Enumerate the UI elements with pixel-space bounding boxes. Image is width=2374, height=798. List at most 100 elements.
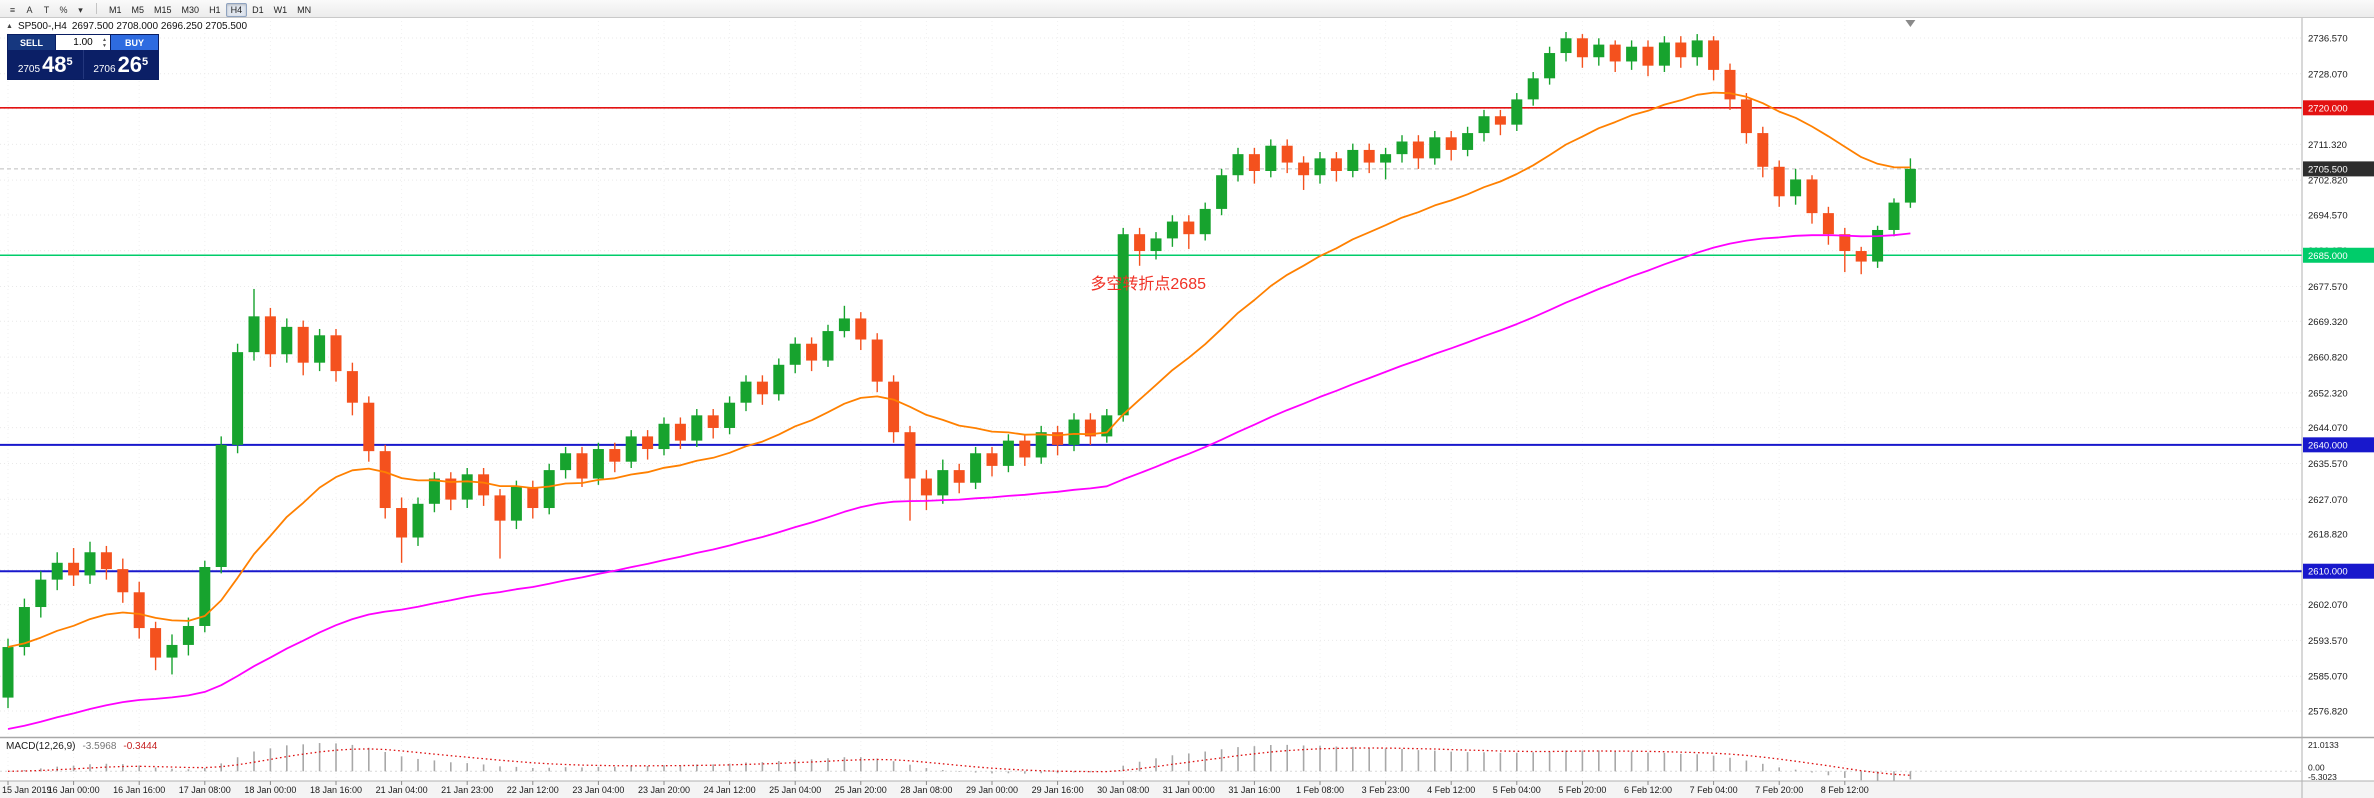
buy-price[interactable]: 2706 26 5 (84, 50, 159, 79)
price-axis-strip[interactable] (2302, 17, 2374, 781)
candle-bull (740, 381, 752, 403)
candles-layer (2, 31, 1916, 709)
candle-bear (117, 569, 129, 593)
candle-bear (609, 449, 621, 462)
price-axis[interactable]: 2736.5702728.0702719.8202711.3202702.820… (2303, 34, 2374, 718)
candle-bull (1626, 46, 1638, 62)
candle-bull (1396, 141, 1408, 155)
candle-bull (51, 562, 63, 580)
moving-average-line-21 (7, 91, 1911, 648)
timeframe-button-m1[interactable]: M1 (104, 3, 127, 17)
candle-bear (1740, 99, 1752, 134)
volume-field[interactable]: 1.00 ▲ ▼ (55, 35, 111, 50)
timeframe-buttons: M1 M5 M15 M30 H1 H4 D1 W1 MN (104, 0, 316, 18)
sell-button[interactable]: SELL (8, 35, 55, 50)
price-tick-label: 2694.570 (2308, 210, 2348, 221)
volume-spinner[interactable]: ▲ ▼ (100, 36, 109, 49)
macd-signal-value: -0.3444 (123, 741, 158, 752)
candle-bear (1330, 158, 1342, 171)
time-tick-label: 25 Jan 20:00 (835, 785, 887, 795)
candle-bull (1593, 44, 1605, 58)
price-tick-label: 2711.320 (2308, 140, 2347, 151)
buy-button[interactable]: BUY (111, 35, 158, 50)
sell-price[interactable]: 2705 48 5 (8, 50, 84, 79)
price-tick-label: 2736.570 (2308, 34, 2348, 45)
indicator-icon[interactable]: % (59, 4, 68, 15)
candle-bull (18, 607, 30, 648)
time-tick-label: 6 Feb 12:00 (1624, 785, 1672, 795)
timeframe-button-h1[interactable]: H1 (204, 3, 226, 17)
grid-layer (0, 17, 2302, 781)
candle-bear (1084, 419, 1096, 437)
candle-bull (822, 331, 834, 361)
macd-panel[interactable]: 21.0133 0.00-5.3023 (0, 740, 2339, 782)
candle-bull (970, 453, 982, 483)
candle-bull (592, 449, 604, 479)
time-tick-label: 25 Jan 04:00 (769, 785, 821, 795)
time-tick-label: 23 Jan 20:00 (638, 785, 690, 795)
text-tool-icon[interactable]: T (43, 4, 50, 15)
time-tick-label: 21 Jan 23:00 (441, 785, 493, 795)
candle-bear (1609, 44, 1621, 62)
collapse-panel-icon[interactable]: ▲ (6, 23, 13, 30)
candle-bull (937, 470, 949, 496)
candle-bear (707, 415, 719, 428)
candle-bear (363, 402, 375, 452)
current-price-tag-label: 2705.500 (2308, 164, 2348, 175)
one-click-trading-panel: SELL 1.00 ▲ ▼ BUY 2705 48 5 2706 26 5 (7, 34, 159, 80)
candle-bull (1888, 202, 1900, 230)
time-tick-label: 8 Feb 12:00 (1821, 785, 1869, 795)
timeframe-button-mn[interactable]: MN (292, 3, 316, 17)
level-price-tag-label: 2640.000 (2308, 440, 2348, 451)
candle-bull (1232, 154, 1244, 176)
time-tick-label: 18 Jan 00:00 (244, 785, 296, 795)
candle-bear (986, 453, 998, 466)
candle-bear (1298, 162, 1310, 176)
timeframe-button-m15[interactable]: M15 (149, 3, 177, 17)
candle-bear (133, 592, 145, 629)
price-tick-label: 2618.820 (2308, 530, 2348, 541)
level-lines-layer (0, 107, 2302, 573)
candle-bull (1790, 179, 1802, 197)
candle-bear (1675, 42, 1687, 58)
candle-bull (625, 436, 637, 462)
candle-bear (855, 318, 867, 340)
menu-icon[interactable]: ≡ (9, 4, 16, 15)
spinner-up-icon[interactable]: ▲ (102, 36, 107, 43)
candle-bear (642, 436, 654, 450)
spinner-down-icon[interactable]: ▼ (102, 42, 107, 49)
macd-main-value: -3.5968 (82, 741, 117, 752)
chart-shift-marker-icon[interactable] (1905, 20, 1916, 27)
time-tick-label: 5 Feb 04:00 (1493, 785, 1541, 795)
candle-bull (428, 478, 440, 504)
timeframe-button-m5[interactable]: M5 (127, 3, 150, 17)
buy-price-pips: 26 (117, 52, 143, 77)
price-tick-label: 2593.570 (2308, 636, 2348, 647)
candle-bull (789, 343, 801, 365)
candle-bull (1199, 208, 1211, 235)
arrow-tool-icon[interactable]: A (26, 4, 33, 15)
caret-down-icon[interactable]: ▾ (78, 4, 83, 15)
candle-bull (1560, 38, 1572, 54)
annotation-text[interactable]: 多空转折点2685 (1090, 275, 1206, 293)
time-axis-strip[interactable] (0, 781, 2374, 798)
candle-bull (1166, 221, 1178, 239)
candle-bull (1544, 53, 1556, 79)
timeframe-button-w1[interactable]: W1 (269, 3, 293, 17)
timeframe-button-h4[interactable]: H4 (225, 2, 248, 17)
moving-averages-layer (7, 91, 1911, 730)
price-tick-label: 2635.570 (2308, 459, 2348, 470)
price-tick-label: 2652.320 (2308, 388, 2348, 399)
price-tick-label: 2702.820 (2308, 176, 2348, 187)
candle-bull (1265, 145, 1277, 171)
candle-bull (691, 415, 703, 441)
candle-bear (1134, 234, 1146, 252)
candle-bull (1691, 40, 1703, 58)
time-tick-label: 7 Feb 04:00 (1690, 785, 1738, 795)
timeframe-button-d1[interactable]: D1 (247, 3, 269, 17)
price-tick-label: 2644.070 (2308, 423, 2348, 434)
timeframe-button-m30[interactable]: M30 (177, 3, 205, 17)
